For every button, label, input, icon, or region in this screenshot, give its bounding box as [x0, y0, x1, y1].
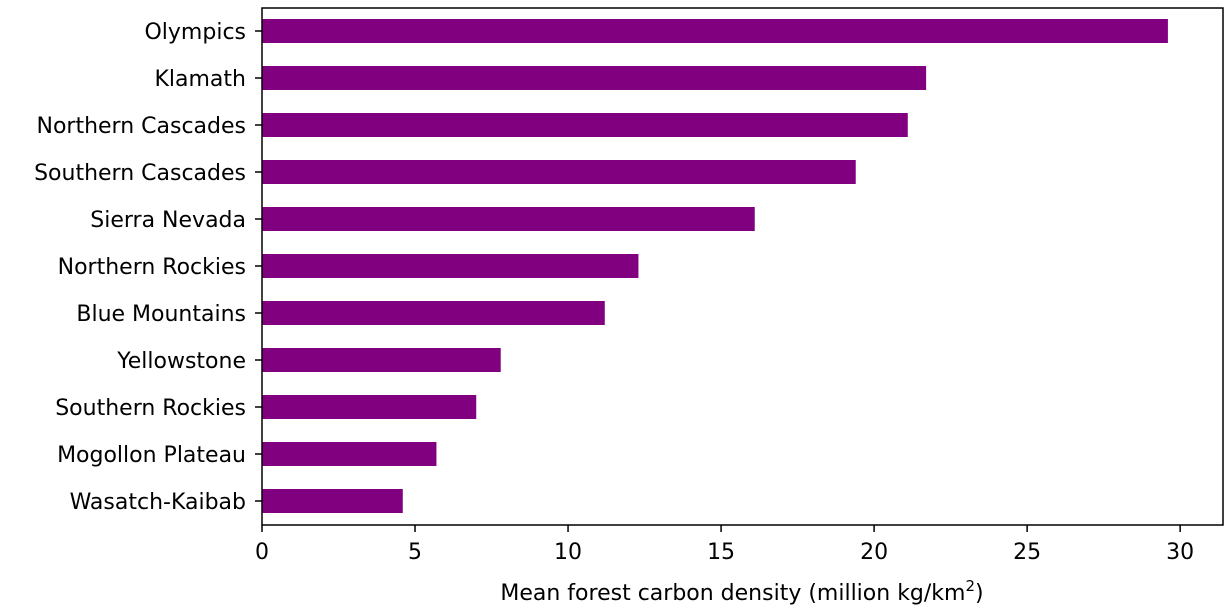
bar [262, 19, 1168, 43]
plot-frame [261, 7, 1224, 526]
category-label: Southern Cascades [34, 161, 246, 186]
x-tick-label: 15 [707, 540, 735, 565]
bar [262, 489, 403, 513]
bar [262, 113, 908, 137]
x-ticks-group: 0 5 10 15 20 25 30 [255, 525, 1194, 565]
bar [262, 207, 755, 231]
category-label: Blue Mountains [76, 302, 246, 327]
x-tick-label: 10 [554, 540, 582, 565]
category-label: Mogollon Plateau [57, 443, 246, 468]
category-label: Sierra Nevada [90, 208, 246, 233]
category-labels-group: Olympics Klamath Northern Cascades Southern… [34, 20, 262, 515]
category-label: Southern Rockies [55, 396, 246, 421]
bar [262, 254, 639, 278]
x-tick-label: 25 [1013, 540, 1041, 565]
bar [262, 442, 437, 466]
bar [262, 160, 856, 184]
category-label: Yellowstone [116, 349, 246, 374]
category-label: Wasatch-Kaibab [70, 490, 246, 515]
x-tick-label: 5 [408, 540, 422, 565]
bar [262, 301, 605, 325]
x-tick-label: 30 [1166, 540, 1194, 565]
bar [262, 66, 927, 90]
x-axis-label-superscript: 2 [965, 577, 975, 595]
x-tick-label: 0 [255, 540, 269, 565]
bar [262, 348, 501, 372]
x-axis-label-suffix: ) [975, 581, 984, 606]
bars-group [262, 19, 1168, 513]
category-label: Klamath [154, 67, 246, 92]
x-axis-label: Mean forest carbon density (million kg/k… [500, 577, 983, 606]
bar [262, 395, 477, 419]
category-label: Northern Rockies [58, 255, 246, 280]
category-label: Northern Cascades [36, 114, 246, 139]
x-axis-label-main: Mean forest carbon density (million kg/k… [500, 581, 965, 606]
x-tick-label: 20 [860, 540, 888, 565]
category-label: Olympics [144, 20, 246, 45]
